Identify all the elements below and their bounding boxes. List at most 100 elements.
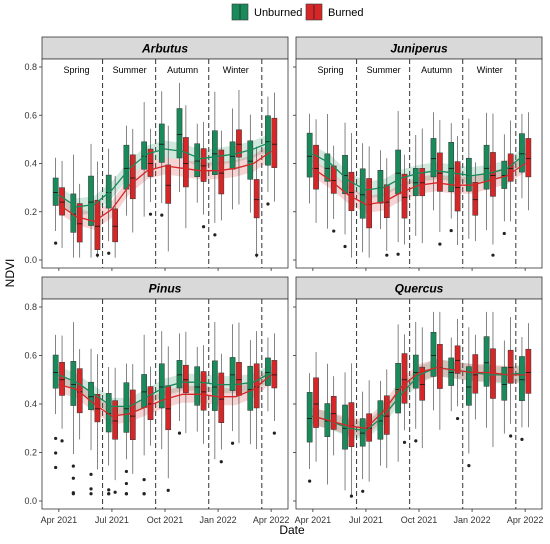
box-burned <box>183 137 189 188</box>
outlier-point <box>107 251 111 255</box>
smooth-ribbon-burned <box>312 359 526 437</box>
box-unburned <box>448 142 455 193</box>
smooth-line-burned <box>312 162 526 206</box>
box-unburned <box>265 357 271 386</box>
panel-title: Quercus <box>395 282 444 296</box>
box-burned <box>253 363 260 409</box>
outlier-point <box>414 439 418 443</box>
box-unburned <box>123 144 130 190</box>
box-burned <box>454 345 461 374</box>
outlier-point <box>201 225 206 229</box>
box-burned <box>218 149 225 195</box>
panel-juniperus: Juniperus Spring Summer Autumn Winter <box>293 36 543 271</box>
box-burned <box>165 164 172 204</box>
box-burned <box>401 173 408 219</box>
season-label: Spring <box>318 65 344 75</box>
box-unburned <box>247 140 254 180</box>
legend: Unburned Burned <box>231 3 363 21</box>
outlier-point <box>89 472 93 476</box>
x-tick-label: Oct 2021 <box>401 515 438 525</box>
season-label: Autumn <box>167 65 198 75</box>
outlier-point <box>124 481 129 486</box>
box-unburned <box>412 354 419 389</box>
outlier-point <box>213 233 217 237</box>
box-burned <box>129 154 136 200</box>
legend-label-unburned: Unburned <box>254 7 302 19</box>
outlier-point <box>402 440 407 444</box>
box-unburned <box>466 366 472 406</box>
panel-frame <box>41 298 289 510</box>
outlier-point <box>60 439 64 443</box>
box-unburned <box>359 418 366 447</box>
outlier-point <box>160 213 164 217</box>
panel-arbutus: Arbutus Spring Summer Autumn Winter 0.0 0.2 0.4… <box>24 36 289 271</box>
box-burned <box>507 349 514 384</box>
box-unburned <box>229 141 236 170</box>
outlier-point <box>272 431 276 435</box>
smooth-ribbon-unburned <box>312 359 526 440</box>
outlier-point <box>361 489 365 493</box>
panel-frame <box>41 58 289 269</box>
x-tick-label: Apr 2022 <box>253 515 290 525</box>
smooth-line-burned <box>58 150 272 223</box>
box-unburned <box>212 130 218 175</box>
box-unburned <box>123 382 130 433</box>
box-unburned <box>377 170 384 204</box>
outlier-point <box>520 437 524 442</box>
panel-frame <box>295 298 543 510</box>
box-unburned <box>519 133 525 173</box>
box-burned <box>525 348 532 394</box>
box-unburned <box>377 400 384 440</box>
box-burned <box>348 171 355 211</box>
panel-frame <box>295 58 543 269</box>
y-tick-label: 0.8 <box>24 62 37 72</box>
smooth-line-burned <box>58 374 272 417</box>
outlier-point <box>449 228 453 233</box>
box-unburned <box>88 381 94 411</box>
box-burned <box>112 400 118 440</box>
outlier-point <box>71 492 75 496</box>
outlier-point <box>385 253 389 257</box>
y-axis-title: NDVI <box>3 259 17 288</box>
box-burned <box>454 161 461 212</box>
box-burned <box>490 152 496 197</box>
box-unburned <box>141 374 147 408</box>
outlier-point <box>148 212 153 216</box>
y-tick-label: 0.6 <box>24 351 37 361</box>
outlier-point <box>54 465 58 470</box>
y-tick-label: 0.6 <box>24 110 37 120</box>
box-burned <box>419 366 426 401</box>
smooth-ribbon-unburned <box>58 133 272 216</box>
box-unburned <box>324 153 331 182</box>
box-burned <box>271 360 278 389</box>
box-burned <box>330 395 337 430</box>
box-burned <box>419 168 426 197</box>
box-unburned <box>501 366 508 401</box>
season-label: Summer <box>367 65 401 75</box>
box-unburned <box>265 115 271 166</box>
box-unburned <box>342 155 348 195</box>
box-unburned <box>306 392 313 443</box>
box-unburned <box>448 357 455 386</box>
box-burned <box>165 385 172 431</box>
x-tick-label: Apr 2021 <box>295 515 332 525</box>
y-tick-label: 0.0 <box>24 496 37 506</box>
y-tick-label: 0.2 <box>24 448 37 458</box>
outlier-point <box>71 476 75 480</box>
axis-labels: Date NDVI <box>3 259 305 537</box>
outlier-point <box>54 451 58 455</box>
box-unburned <box>483 144 490 190</box>
box-burned <box>313 377 319 428</box>
season-label: Autumn <box>421 65 452 75</box>
box-unburned <box>52 354 59 389</box>
outlier-point <box>71 464 75 468</box>
outlier-point <box>255 253 259 257</box>
y-tick-label: 0.4 <box>24 159 37 169</box>
box-burned <box>183 364 189 394</box>
box-unburned <box>141 141 147 170</box>
x-tick-label: Jul 2021 <box>95 515 129 525</box>
smooth-line-unburned <box>58 371 272 408</box>
box-burned <box>236 129 242 158</box>
